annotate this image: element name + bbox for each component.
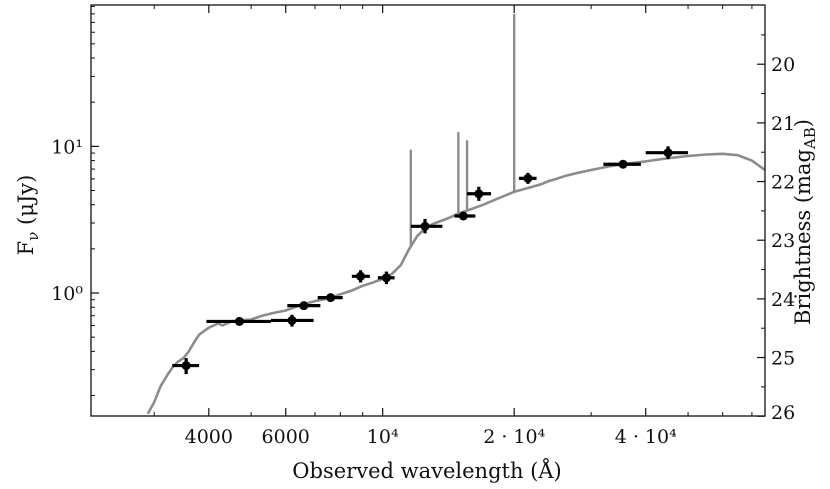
- right-tick-label: 23: [771, 230, 795, 252]
- x-tick-label: 4 · 10⁴: [615, 426, 677, 448]
- left-axis-title-sub: ν: [24, 232, 42, 241]
- photometry-point: [410, 218, 443, 234]
- x-tick-label: 6000: [262, 426, 310, 448]
- model-spectrum-layer: [146, 152, 766, 415]
- plot-frame: [90, 4, 766, 417]
- photometry-point: [603, 159, 641, 169]
- photometry-marker: [458, 211, 468, 221]
- photometry-point: [206, 316, 271, 326]
- right-tick-label: 20: [771, 54, 795, 76]
- photometry-point: [317, 293, 343, 303]
- photometry-marker: [474, 189, 484, 199]
- left-axis-title-base: F: [14, 241, 38, 256]
- photometry-point: [454, 211, 476, 221]
- right-axis-ticks: 20 21 22 23 24 25 26: [757, 34, 795, 424]
- left-axis-title: Fν (μJy): [14, 175, 42, 256]
- model-spectrum-line: [146, 152, 766, 415]
- x-axis-title: Observed wavelength (Å): [292, 458, 561, 483]
- photometry-marker: [326, 293, 336, 303]
- x-tick-label: 10⁴: [367, 426, 399, 448]
- right-axis-title-rest: ): [791, 119, 815, 127]
- photometry-marker: [663, 148, 673, 158]
- photometry-point: [645, 146, 689, 159]
- photometry-marker: [523, 173, 533, 183]
- photometry-point: [518, 172, 537, 184]
- right-axis-title-base: Brightness (mag: [791, 149, 815, 325]
- photometry-marker: [381, 273, 391, 283]
- photometry-marker: [356, 271, 366, 281]
- right-axis-title-sub: AB: [801, 127, 819, 150]
- photometry-point: [377, 271, 395, 285]
- left-axis-title-rest: (μJy): [14, 175, 38, 232]
- photometry-marker: [181, 361, 191, 371]
- right-tick-label: 26: [771, 402, 795, 424]
- left-tick-label: 10¹: [51, 136, 83, 158]
- photometry-point: [287, 301, 321, 311]
- right-tick-label: 22: [771, 172, 795, 194]
- photometry-layer: [172, 146, 689, 375]
- left-axis-ticks: 10⁰ 10¹: [51, 5, 99, 397]
- photometry-point: [467, 186, 492, 201]
- photometry-marker: [420, 221, 430, 231]
- photometry-marker: [234, 316, 244, 326]
- right-axis-title: Brightness (magAB): [791, 119, 819, 325]
- right-tick-label: 21: [771, 113, 795, 135]
- photometry-marker: [618, 159, 628, 169]
- right-tick-label: 24: [771, 289, 795, 311]
- emission-lines-layer: [409, 13, 516, 247]
- photometry-point: [172, 358, 200, 375]
- x-axis-ticks: 4000 6000 10⁴ 2 · 10⁴ 4 · 10⁴: [153, 5, 753, 448]
- photometry-marker: [287, 315, 297, 325]
- x-tick-label: 2 · 10⁴: [483, 426, 545, 448]
- right-tick-label: 25: [771, 348, 795, 370]
- photometry-marker: [299, 301, 309, 311]
- x-tick-label: 4000: [185, 426, 233, 448]
- photometry-point: [270, 314, 314, 327]
- photometry-point: [351, 270, 370, 283]
- left-tick-label: 10⁰: [51, 283, 83, 305]
